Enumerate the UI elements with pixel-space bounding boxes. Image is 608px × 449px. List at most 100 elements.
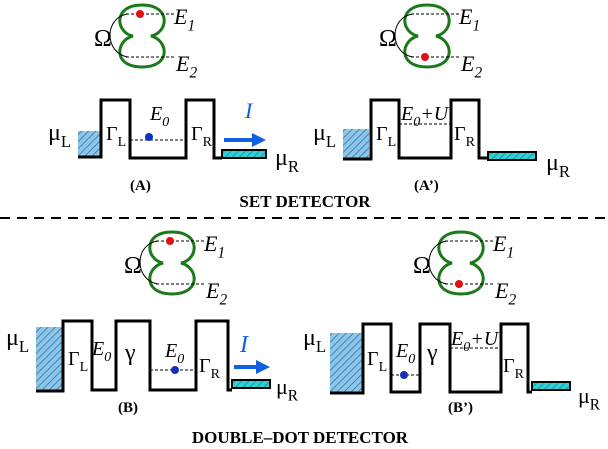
electron [136, 10, 144, 18]
caption: (A) [130, 178, 151, 194]
gamma-left-label-base: Γ [106, 123, 118, 145]
level-label-base: E [460, 51, 475, 76]
mu-left-label-base: μ [48, 120, 61, 146]
caption: (A’) [414, 178, 439, 194]
left-reservoir [343, 129, 369, 159]
left-reservoir [330, 333, 363, 393]
level-label: E1 [203, 231, 225, 262]
mu-right-label: μR [546, 150, 571, 181]
dot-level-label-suffix: +U [420, 103, 449, 125]
level-label-sub: 2 [508, 292, 516, 309]
mu-left-label: μL [303, 325, 326, 356]
level-label: E2 [175, 51, 197, 82]
mu-right-label-base: μ [578, 383, 590, 408]
mu-right-label-sub: R [590, 397, 601, 414]
mu-right-label: μR [578, 383, 601, 414]
gamma-middle-label: γ [426, 340, 438, 366]
mu-left-label-base: μ [303, 325, 316, 351]
section-title: SET DETECTOR [239, 192, 371, 211]
electron [400, 371, 408, 379]
electron [145, 133, 153, 141]
electron [171, 366, 179, 374]
dot-level-label-sub: 0 [408, 352, 415, 367]
gamma-right-label-base: Γ [199, 355, 211, 377]
gamma-left-label: ΓL [376, 123, 396, 150]
mu-left-label-sub: L [326, 132, 336, 151]
current-label: I [239, 332, 249, 358]
diagram: SET DETECTOR DOUBLE–DOT DETECTOR ΩE1E2μL… [0, 0, 608, 449]
level-label-sub: 2 [189, 65, 197, 82]
dot-level-label-base: E [395, 340, 408, 362]
mu-right-label-base: μ [276, 374, 288, 399]
section-title: DOUBLE–DOT DETECTOR [192, 428, 409, 447]
right-reservoir [232, 380, 270, 388]
gamma-left-label-base: Γ [367, 348, 379, 370]
dot-level-label: E0+U [400, 103, 450, 130]
mu-left-label: μL [48, 120, 71, 151]
left-reservoir [78, 131, 100, 157]
level-label-sub: 1 [472, 18, 480, 35]
electron [455, 280, 463, 288]
right-reservoir [222, 150, 266, 158]
level-label-sub: 1 [187, 18, 195, 35]
dot-level-label: E0 [395, 340, 415, 367]
gamma-left-label-base: Γ [68, 348, 80, 370]
gamma-right-label: ΓR [191, 123, 213, 150]
mu-right-label: μR [275, 145, 300, 176]
current-arrowhead [252, 133, 266, 147]
mu-right-label-sub: R [288, 157, 300, 176]
omega-label: Ω [124, 253, 142, 279]
gamma-left-label: ΓL [367, 348, 387, 375]
gamma-left-label-base: Γ [376, 123, 388, 145]
level-label-base: E [203, 231, 218, 256]
gamma-right-label-base: Γ [454, 123, 466, 145]
electron [166, 237, 174, 245]
gamma-left-label-sub: L [80, 360, 89, 375]
mu-left-label: μL [6, 325, 29, 356]
gamma-left-label-sub: L [379, 360, 388, 375]
gamma-right-label-sub: R [211, 367, 221, 382]
level-label-sub: 1 [217, 245, 225, 262]
mu-left-label-sub: L [316, 337, 326, 356]
mu-left-label-base: μ [6, 325, 19, 351]
dot-level-label-sub: 0 [463, 340, 470, 355]
level-label-sub: 1 [506, 245, 514, 262]
level-label-sub: 2 [219, 292, 227, 309]
mu-left-label: μL [313, 120, 336, 151]
level-label: E2 [494, 278, 516, 309]
gamma-right-label: ΓR [454, 123, 476, 150]
omega-label: Ω [94, 26, 112, 52]
current-arrowhead [256, 360, 270, 374]
level-label: E1 [458, 4, 480, 35]
dot-level-label-base: E [400, 103, 413, 125]
dot-level-label-sub: 0 [413, 115, 420, 130]
gamma-left-label-sub: L [388, 135, 397, 150]
caption: (B’) [448, 400, 473, 416]
mu-right-label-sub: R [559, 162, 571, 181]
left-reservoir [36, 327, 62, 391]
gamma-right-label: ΓR [503, 355, 525, 382]
mu-right-label-sub: R [288, 388, 299, 405]
dot-level-label-sub: 0 [104, 350, 111, 365]
level-label-base: E [492, 231, 507, 256]
mu-left-label-base: μ [313, 120, 326, 146]
dot-level-label-base: E [91, 338, 104, 360]
dot-level-label-base: E [149, 103, 162, 125]
level-label-sub: 2 [474, 65, 482, 82]
mu-left-label-sub: L [61, 132, 71, 151]
level-label: E2 [205, 278, 227, 309]
level-label-base: E [458, 4, 473, 29]
gamma-middle-label: γ [124, 340, 136, 366]
dot-level-label-base: E [450, 328, 463, 350]
level-label-base: E [173, 4, 188, 29]
gamma-left-label-sub: L [118, 135, 127, 150]
dot-level-label-sub: 0 [162, 115, 169, 130]
level-label-base: E [205, 278, 220, 303]
dot-level-label-sub: 0 [177, 352, 184, 367]
dot-level-label-suffix: +U [470, 328, 499, 350]
gamma-right-label-sub: R [203, 135, 213, 150]
dot-level-label-base: E [164, 340, 177, 362]
gamma-right-label-sub: R [515, 367, 525, 382]
gamma-right-label: ΓR [199, 355, 221, 382]
gamma-right-label-base: Γ [191, 123, 203, 145]
